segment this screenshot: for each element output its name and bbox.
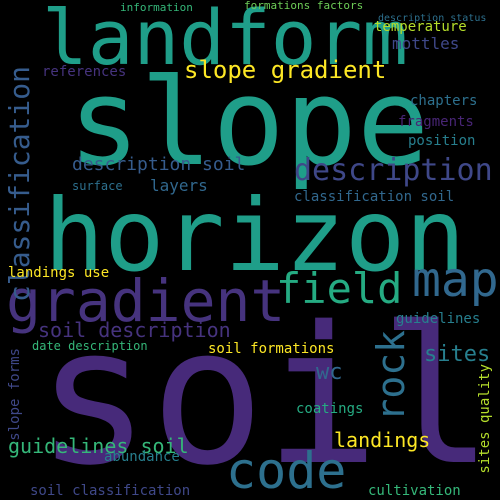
word-description-soil: description soil — [72, 154, 246, 175]
word-layers: layers — [150, 176, 208, 195]
word-slope: slope — [68, 54, 430, 193]
word-date-description: date description — [32, 339, 148, 353]
word-description: description — [294, 153, 493, 188]
word-description-status: description status — [378, 13, 487, 24]
word-surface: surface — [72, 179, 123, 193]
word-guidelines: guidelines — [396, 311, 481, 327]
word-sites-quality: sites quality — [477, 364, 493, 474]
word-references: references — [42, 64, 127, 80]
word-mottles: mottles — [392, 34, 460, 53]
word-coatings: coatings — [296, 401, 364, 417]
word-temperature: temperature — [374, 19, 467, 35]
word-formations-factors: formations factors — [244, 0, 364, 12]
word-soil-formations: soil formations — [208, 341, 335, 357]
word-landform: landform — [42, 0, 409, 82]
word-rock: rock — [369, 330, 413, 422]
word-horizon: horizon — [44, 177, 466, 294]
word-gradient: gradient — [6, 267, 286, 335]
word-sites: sites — [424, 342, 491, 367]
word-abundance: abundance — [104, 449, 180, 465]
word-landings: landings — [334, 428, 431, 452]
word-slope-gradient: slope gradient — [184, 56, 387, 84]
word-soil-description: soil description — [38, 318, 231, 342]
word-map: map — [412, 252, 499, 308]
word-guidelines-soil: guidelines soil — [8, 434, 189, 458]
word-chapters: chapters — [410, 93, 478, 109]
word-cultivation: cultivation — [368, 483, 461, 499]
word-soil-classification: soil classification — [30, 483, 191, 499]
word-soil: soil — [36, 286, 494, 500]
word-code: code — [226, 442, 347, 500]
word-wc: wc — [316, 360, 343, 385]
word-slope-forms: slope forms — [7, 348, 23, 441]
word-landings-use: landings use — [8, 265, 110, 281]
word-information: information — [120, 1, 193, 14]
word-fragments: fragments — [398, 114, 474, 130]
word-field: field — [276, 264, 403, 313]
word-classification-soil: classification soil — [294, 189, 455, 205]
word-position: position — [408, 133, 476, 149]
